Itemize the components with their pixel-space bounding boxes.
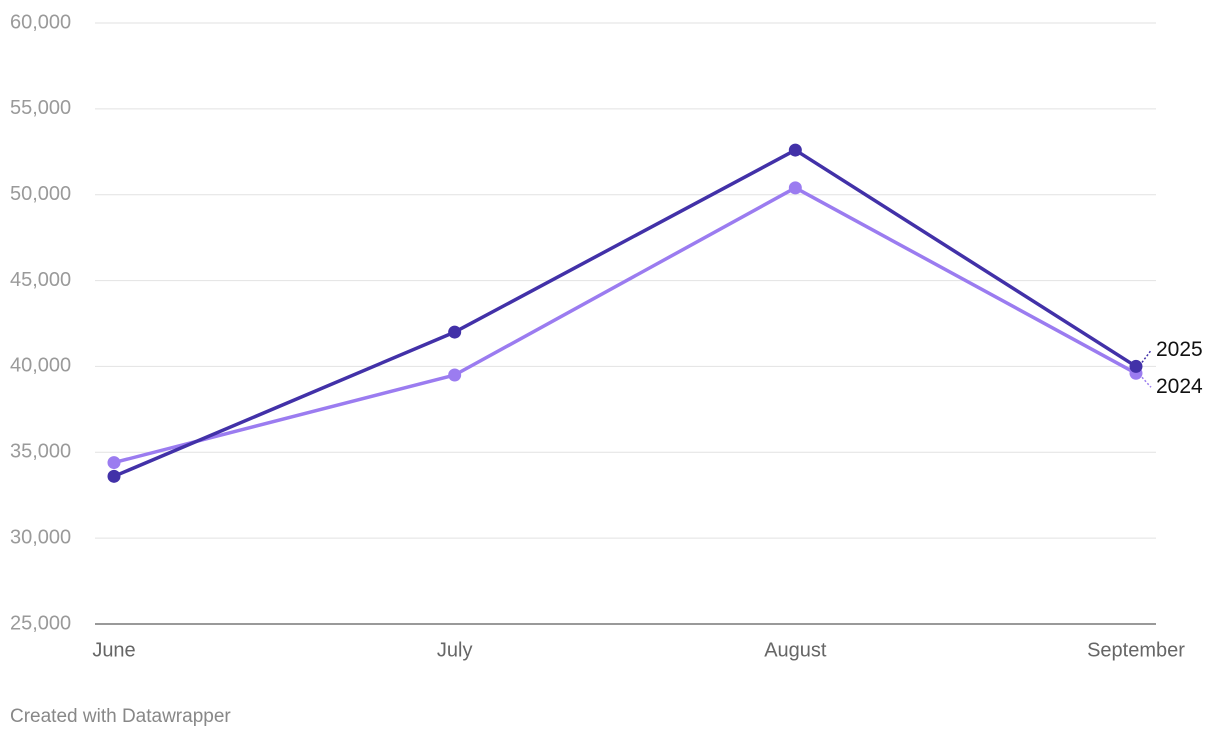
- series-label: 2024: [1156, 375, 1203, 398]
- y-tick-label: 60,000: [10, 11, 71, 33]
- label-connector: [1141, 376, 1152, 388]
- series-label: 2025: [1156, 338, 1203, 361]
- point: [788, 143, 802, 157]
- y-tick-label: 45,000: [10, 269, 71, 291]
- point: [107, 469, 121, 483]
- x-tick-label: June: [92, 639, 135, 661]
- point: [448, 325, 462, 339]
- series-line: [113, 186, 1137, 465]
- y-tick-label: 55,000: [10, 97, 71, 119]
- y-tick-label: 30,000: [10, 526, 71, 548]
- y-tick-label: 25,000: [10, 612, 71, 634]
- y-tick-label: 50,000: [10, 183, 71, 205]
- point: [448, 368, 462, 382]
- x-tick-label: July: [437, 639, 473, 661]
- credit: Created with Datawrapper: [10, 706, 231, 727]
- x-tick-label: August: [764, 639, 827, 661]
- y-tick-label: 40,000: [10, 355, 71, 377]
- point: [788, 181, 802, 195]
- series-line: [113, 148, 1137, 478]
- x-tick-label: September: [1087, 639, 1185, 661]
- point: [1129, 359, 1143, 373]
- label-connector: [1141, 349, 1152, 363]
- y-tick-label: 35,000: [10, 441, 71, 463]
- point: [107, 456, 121, 470]
